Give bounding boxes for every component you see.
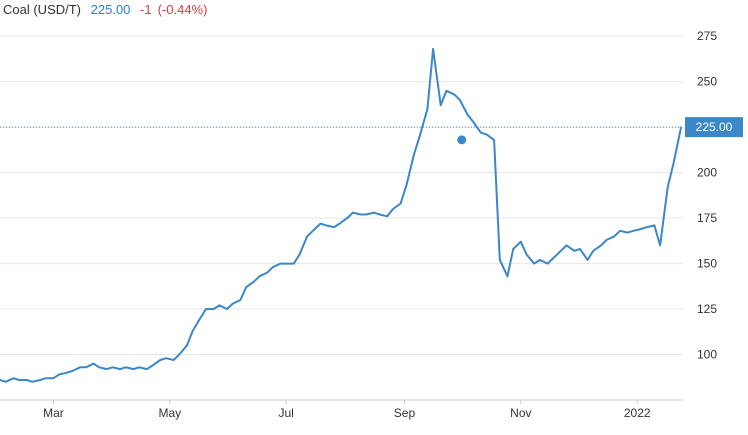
x-tick-label: May — [158, 406, 181, 420]
y-tick-label: 200 — [697, 166, 717, 180]
x-tick-label: Sep — [394, 406, 416, 420]
last-price-tag — [685, 117, 743, 138]
data-point-marker — [457, 135, 467, 145]
x-tick-label: 2022 — [624, 406, 651, 420]
current-price: 225.00 — [90, 2, 131, 17]
x-tick-label: Nov — [510, 406, 531, 420]
y-tick-label: 100 — [697, 348, 717, 362]
y-tick-label: 125 — [697, 302, 717, 316]
last-price-tag-label: 225.00 — [696, 120, 733, 134]
y-tick-label: 250 — [697, 75, 717, 89]
price-change-percent: (-0.44%) — [157, 2, 208, 17]
series-line — [0, 47, 683, 383]
chart-header: Coal (USD/T) 225.00 -1 (-0.44%) — [3, 2, 213, 17]
x-tick-label: Jul — [279, 406, 294, 420]
y-tick-label: 150 — [697, 257, 717, 271]
x-tick-label: Mar — [43, 406, 64, 420]
price-change: -1 — [140, 2, 152, 17]
symbol-label: Coal (USD/T) — [3, 2, 82, 17]
y-tick-label: 175 — [697, 211, 717, 225]
y-tick-label: 275 — [697, 29, 717, 43]
